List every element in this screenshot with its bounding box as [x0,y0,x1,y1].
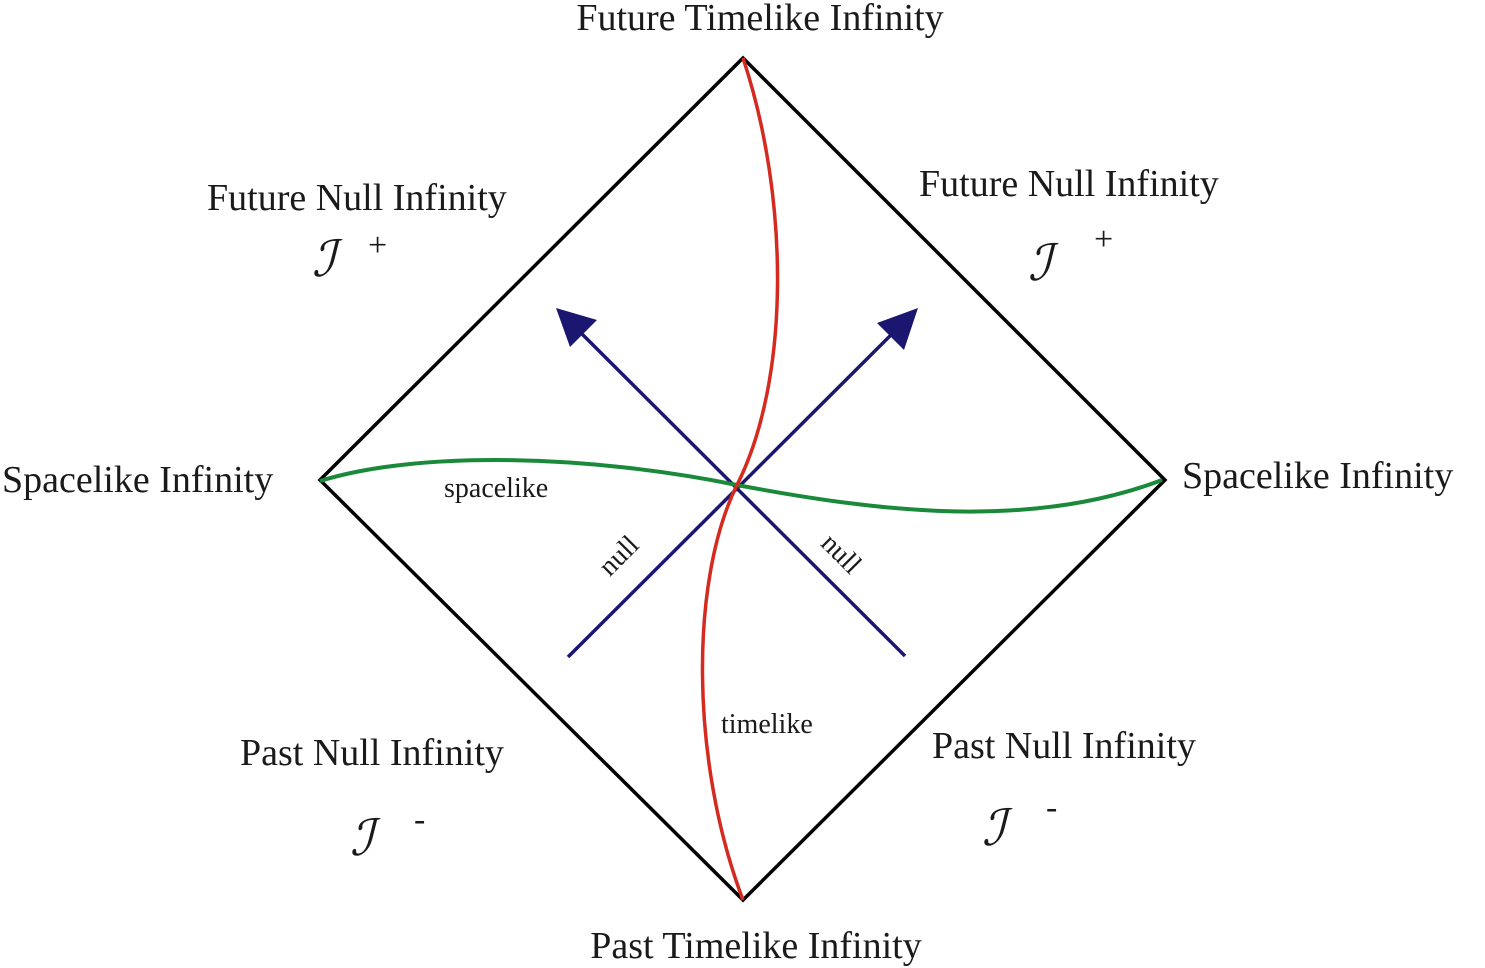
spacelike-infinity-left-label: Spacelike Infinity [2,459,273,501]
scri-plus-right-symbol: ℐ [1028,234,1059,292]
future-null-infinity-left-label: Future Null Infinity [207,177,507,219]
null-line-left-label: null [593,529,646,582]
timelike-curve [700,57,780,901]
scri-plus-left-symbol: ℐ [312,230,343,288]
arrow-up-right-icon [877,308,918,350]
past-timelike-infinity-label: Past Timelike Infinity [590,925,921,967]
future-null-infinity-right-label: Future Null Infinity [919,163,1219,205]
spacelike-curve-label: spacelike [444,473,548,504]
scri-plus-right-sign: + [1094,221,1113,258]
timelike-curve-label: timelike [721,709,813,740]
scri-minus-left-symbol: ℐ [350,809,381,867]
arrow-up-left-icon [556,308,597,347]
scri-minus-right-sign: - [1046,789,1057,826]
scri-minus-right-symbol: ℐ [982,799,1013,857]
future-timelike-infinity-label: Future Timelike Infinity [576,0,943,39]
scri-plus-left-sign: + [368,227,387,264]
past-null-infinity-right-label: Past Null Infinity [932,725,1196,767]
null-line-right [576,328,907,658]
past-null-infinity-left-label: Past Null Infinity [240,732,504,774]
spacelike-infinity-right-label: Spacelike Infinity [1182,455,1453,497]
scri-minus-left-sign: - [414,801,425,838]
